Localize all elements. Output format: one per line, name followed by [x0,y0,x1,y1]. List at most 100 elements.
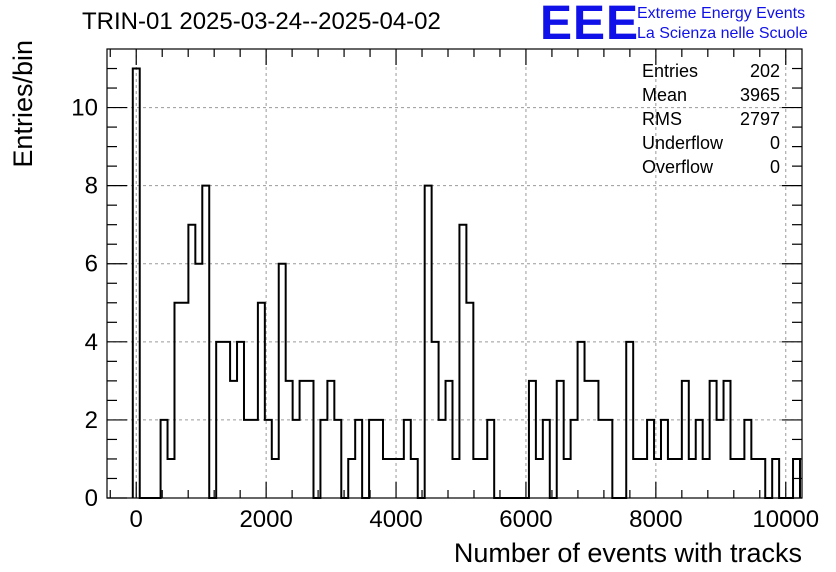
histogram-bin [439,420,446,498]
chart-title: TRIN-01 2025-03-24--2025-04-02 [82,8,441,35]
x-tick-label: 4000 [369,506,422,533]
histogram-bin [369,420,376,498]
histogram-bin [404,420,411,498]
histogram-bin [675,459,682,498]
histogram-bin [174,303,181,498]
histogram-bin [258,303,265,498]
histogram-bin [543,420,550,498]
histogram-bin [244,420,251,498]
logo-caption: Extreme Energy Events La Scienza nelle S… [637,4,808,44]
stat-label: Overflow [642,157,714,177]
stat-label: Mean [642,85,688,105]
histogram-bin [689,459,696,498]
histogram-bin [724,381,731,498]
histogram-bin [696,420,703,498]
histogram-bin [751,459,758,498]
histogram-bin [446,381,453,498]
x-tick-label: 2000 [239,506,292,533]
y-tick-label: 2 [85,407,98,434]
histogram-bin [557,381,564,498]
histogram-bin [529,381,536,498]
y-tick-label: 6 [85,251,98,278]
histogram-bars [131,67,801,499]
stat-value: 3965 [739,85,780,105]
histogram-bin [480,459,487,498]
histogram-bin [682,381,689,498]
x-tick-label: 0 [130,506,143,533]
x-tick-label: 6000 [499,506,552,533]
histogram-bin [640,459,647,498]
histogram-bin [251,420,258,498]
histogram-bin [459,225,466,498]
x-tick-label: 8000 [629,506,682,533]
histogram-bin [397,459,404,498]
tick-labels: 0 2000 4000 6000 8000 10000 0 2 4 6 8 10 [71,95,819,533]
y-axis-label: Entries/bin [8,40,38,168]
stat-row-rms: RMS 2797 [642,108,780,132]
axis-ticks [107,49,802,499]
histogram-bin [564,459,571,498]
stat-value: 202 [749,61,780,81]
histogram-bin [452,459,459,498]
histogram-bin [195,264,202,498]
histogram-bin [300,381,307,498]
histogram-bin [668,459,675,498]
histogram-bin [737,459,744,498]
histogram-bin [376,420,383,498]
histogram-bin [411,459,418,498]
stat-value: 2797 [739,109,780,129]
histogram-outline [131,67,801,499]
histogram-bin [654,459,661,498]
histogram-bin [661,420,668,498]
logo-caption-line2: La Scienza nelle Scuole [637,25,808,42]
histogram-bin [383,459,390,498]
histogram-bin [487,420,494,498]
stat-value: 0 [769,133,780,153]
histogram-bin [703,459,710,498]
histogram-bin [161,420,168,498]
histogram-bin [633,459,640,498]
plot-frame [106,48,803,499]
histogram-bin [272,459,279,498]
logo-caption-line1: Extreme Energy Events [637,5,806,22]
histogram-bin [591,381,598,498]
stat-label: RMS [642,109,682,129]
histogram-bin [334,420,341,498]
histogram-bin [307,381,314,498]
histogram-bin [772,459,779,498]
histogram-bin [598,420,605,498]
histogram-bin [279,264,286,498]
x-axis-label: Number of events with tracks [454,538,802,568]
x-tick-label: 10000 [752,506,819,533]
histogram-bin [605,420,612,498]
histogram-bin [744,420,751,498]
histogram-bin [293,420,300,498]
histogram-bin [717,420,724,498]
histogram-bin [355,420,362,498]
stat-label: Entries [642,61,699,81]
histogram-bin [286,381,293,498]
histogram-bin [181,303,188,498]
histogram-bin [647,420,654,498]
stat-row-underflow: Underflow 0 [642,132,780,156]
histogram-bin [230,381,237,498]
histogram-bin [710,381,717,498]
histogram-bin [571,420,578,498]
stat-label: Underflow [642,133,724,153]
y-tick-label: 4 [85,329,98,356]
eee-logo: EEE [540,0,640,50]
histogram-bin [466,303,473,498]
y-tick-label: 0 [85,485,98,512]
histogram-bin [327,381,334,498]
histogram-bin [320,420,327,498]
y-tick-label: 10 [71,95,98,122]
histogram-bin [188,225,195,498]
stat-value: 0 [769,157,780,177]
stat-row-mean: Mean 3965 [642,84,780,108]
histogram-bin [585,381,592,498]
histogram-bin [536,459,543,498]
histogram-bin [348,459,355,498]
stats-box: Entries 202 Mean 3965 RMS 2797 Underflow… [642,60,780,180]
stat-row-overflow: Overflow 0 [642,156,780,180]
